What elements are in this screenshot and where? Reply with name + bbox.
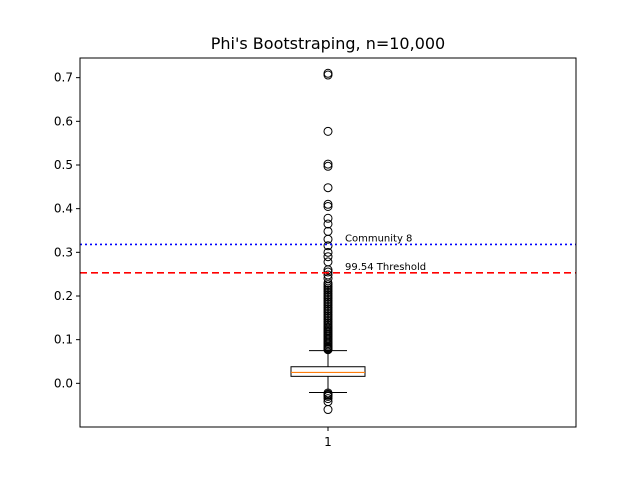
outlier-point [323, 68, 333, 78]
chart-title: Phi's Bootstraping, n=10,000 [211, 34, 445, 53]
outlier-point [323, 226, 333, 236]
outlier-point [323, 270, 333, 280]
y-tick-label: 0.1 [54, 333, 73, 347]
y-tick-label: 0.0 [54, 376, 73, 390]
y-tick-label: 0.4 [54, 202, 73, 216]
community-8-line-label: Community 8 [345, 233, 412, 244]
outlier-point [323, 274, 333, 284]
outlier-point [323, 241, 333, 251]
outlier-point [323, 159, 333, 169]
y-tick-label: 0.6 [54, 114, 73, 128]
box-iqr [290, 366, 366, 377]
outlier-point [323, 219, 333, 229]
y-tick-label: 0.2 [54, 289, 73, 303]
outlier-point [323, 161, 333, 171]
outlier-point [323, 397, 333, 407]
x-tick-label: 1 [324, 435, 332, 449]
outlier-point [323, 388, 333, 398]
threshold-line-label: 99.54 Threshold [345, 262, 426, 273]
y-tick-label: 0.3 [54, 245, 73, 259]
outlier-point [323, 252, 333, 262]
outlier-point [323, 126, 333, 136]
outlier-point [323, 213, 333, 223]
outlier-point [323, 247, 333, 257]
outlier-point [323, 201, 333, 211]
outlier-point [323, 257, 333, 267]
outlier-point [323, 394, 333, 404]
y-tick-label: 0.7 [54, 71, 73, 85]
outlier-point [323, 183, 333, 193]
y-tick-label: 0.5 [54, 158, 73, 172]
plot-frame [79, 57, 577, 428]
outlier-point [323, 199, 333, 209]
plot-area: 0.0 0.1 0.2 0.3 0.4 0.5 0.6 0.7 1 Community 8 99.5… [54, 68, 576, 449]
outlier-point [323, 267, 333, 277]
